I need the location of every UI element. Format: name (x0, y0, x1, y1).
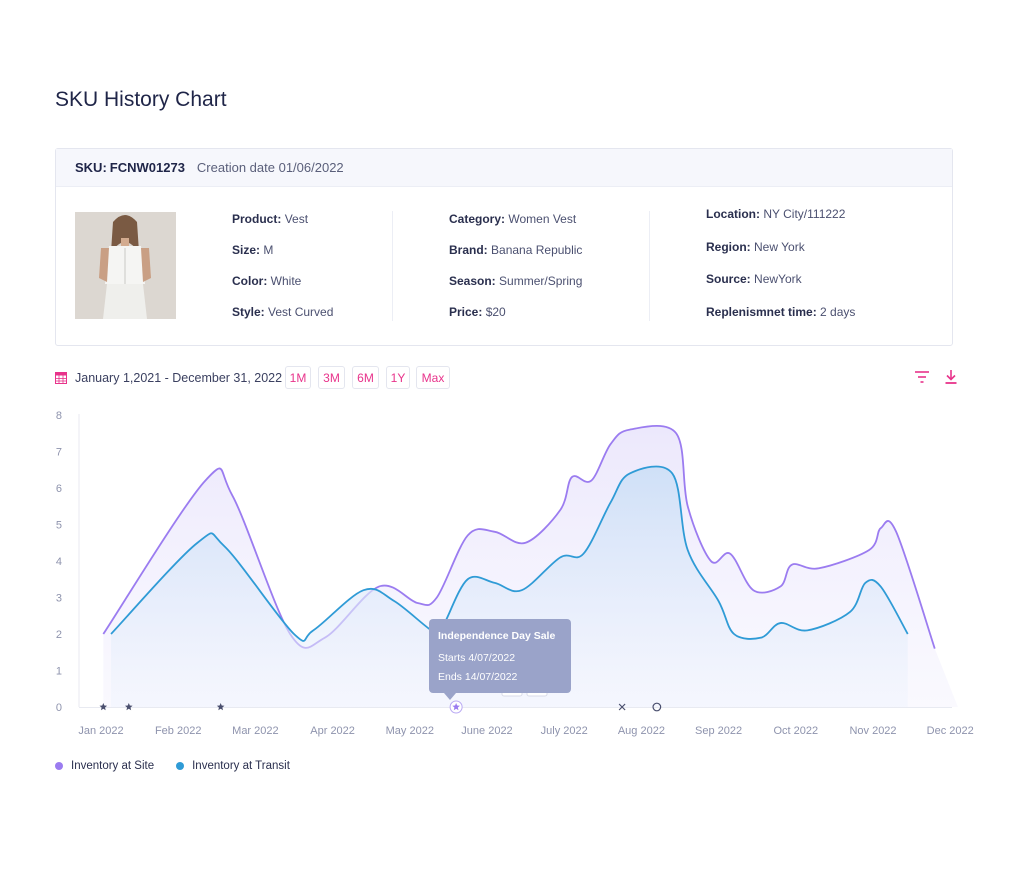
legend-item-transit[interactable]: Inventory at Transit (176, 760, 290, 772)
tooltip-title: Independence Day Sale (438, 630, 555, 642)
y-tick-label: 7 (56, 447, 62, 459)
event-marker-star[interactable] (124, 703, 133, 711)
legend-dot-transit (176, 762, 185, 770)
y-tick-label: 1 (56, 666, 62, 678)
product-image (75, 212, 176, 319)
chart-legend: Inventory at Site Inventory at Transit (55, 760, 312, 772)
detail-color: Color: White (232, 274, 302, 288)
chart-toolbar: January 1,2021 - December 31, 2022 1M 3M… (55, 366, 960, 390)
event-marker-cross[interactable] (618, 703, 626, 711)
legend-label-transit: Inventory at Transit (192, 760, 290, 772)
divider (392, 211, 393, 321)
detail-category: Category: Women Vest (449, 212, 577, 226)
y-tick-label: 2 (56, 629, 62, 641)
detail-region: Region: New York (706, 239, 805, 254)
filter-icon[interactable] (915, 370, 929, 384)
y-tick-label: 4 (56, 556, 62, 568)
x-tick-label: Mar 2022 (232, 725, 278, 737)
series-area-site (103, 425, 958, 707)
range-3m-button[interactable]: 3M (318, 366, 345, 389)
calendar-icon[interactable] (55, 372, 67, 384)
event-star-icon (216, 703, 225, 711)
tooltip-box (429, 619, 571, 693)
detail-price: Price: $20 (449, 305, 506, 319)
detail-product: Product: Vest (232, 212, 309, 226)
download-icon[interactable] (944, 369, 958, 385)
details-col-3: Location: NY City/111222 Region: New Yor… (706, 207, 855, 337)
y-tick-label: 6 (56, 483, 62, 495)
event-cross-icon (618, 703, 626, 711)
y-tick-label: 8 (56, 410, 62, 422)
divider (649, 211, 650, 321)
legend-label-site: Inventory at Site (71, 760, 155, 772)
details-col-1: Product: Vest Size: M Color: White Style… (232, 212, 333, 336)
date-range[interactable]: January 1,2021 - December 31, 2022 (75, 371, 283, 385)
x-tick-label: Aug 2022 (618, 725, 665, 737)
event-circle-icon (652, 702, 662, 712)
range-1m-button[interactable]: 1M (285, 366, 311, 389)
x-tick-label: May 2022 (386, 725, 434, 737)
event-tooltip: Independence Day Sale Starts 4/07/2022 End… (429, 619, 571, 700)
event-star-icon (124, 703, 133, 711)
series-area-transit (111, 466, 908, 707)
sku-code-label: SKU: (75, 160, 107, 175)
range-6m-button[interactable]: 6M (352, 366, 379, 389)
range-1y-button[interactable]: 1Y (386, 366, 410, 389)
series-line-transit (110, 465, 909, 642)
range-max-button[interactable]: Max (416, 366, 450, 389)
event-marker-star[interactable] (449, 700, 463, 714)
event-marker-circle[interactable] (652, 702, 662, 712)
detail-brand: Brand: Banana Republic (449, 243, 583, 257)
x-tick-label: Oct 2022 (773, 725, 818, 737)
x-tick-label: Sep 2022 (695, 725, 742, 737)
event-star-icon (99, 703, 108, 711)
tooltip-pointer (444, 693, 456, 700)
sku-card: SKU: FCNW01273 Creation date 01/06/2022 … (55, 148, 953, 346)
event-marker-star[interactable] (216, 703, 225, 711)
y-tick-label: 5 (56, 520, 62, 532)
detail-replenishment: Replenismnet time: 2 days (706, 304, 856, 319)
x-tick-label: Feb 2022 (155, 725, 201, 737)
legend-item-site[interactable]: Inventory at Site (55, 760, 154, 772)
tooltip-start: Starts 4/07/2022 (438, 652, 515, 664)
detail-source: Source: NewYork (706, 272, 802, 286)
details-col-2: Category: Women Vest Brand: Banana Repub… (449, 212, 582, 336)
x-tick-label: June 2022 (461, 725, 512, 737)
x-tick-label: Nov 2022 (849, 725, 896, 737)
tooltip-end: Ends 14/07/2022 (438, 671, 518, 683)
page-title: SKU History Chart (55, 88, 227, 111)
detail-style: Style: Vest Curved (232, 305, 334, 319)
x-tick-label: Apr 2022 (310, 725, 355, 737)
y-tick-label: 3 (56, 593, 62, 605)
x-tick-label: July 2022 (541, 725, 588, 737)
y-tick-label: 0 (56, 702, 62, 714)
x-tick-label: Dec 2022 (927, 725, 974, 737)
detail-season: Season: Summer/Spring (449, 274, 583, 288)
history-chart: 0 1 2 3 4 5 6 7 8 Jan 2022 Feb 2022 Mar 2022 Apr 202… (56, 410, 974, 737)
sku-header: SKU: FCNW01273 Creation date 01/06/2022 (56, 149, 952, 187)
detail-location: Location: NY City/111222 (706, 207, 846, 221)
sku-code: FCNW01273 (109, 160, 185, 175)
x-tick-label: Jan 2022 (78, 725, 123, 737)
event-star-icon (452, 703, 460, 711)
detail-size: Size: M (232, 243, 274, 257)
event-marker-star[interactable] (99, 703, 108, 711)
legend-dot-site (55, 762, 63, 770)
creation-date: Creation date 01/06/2022 (196, 160, 344, 175)
